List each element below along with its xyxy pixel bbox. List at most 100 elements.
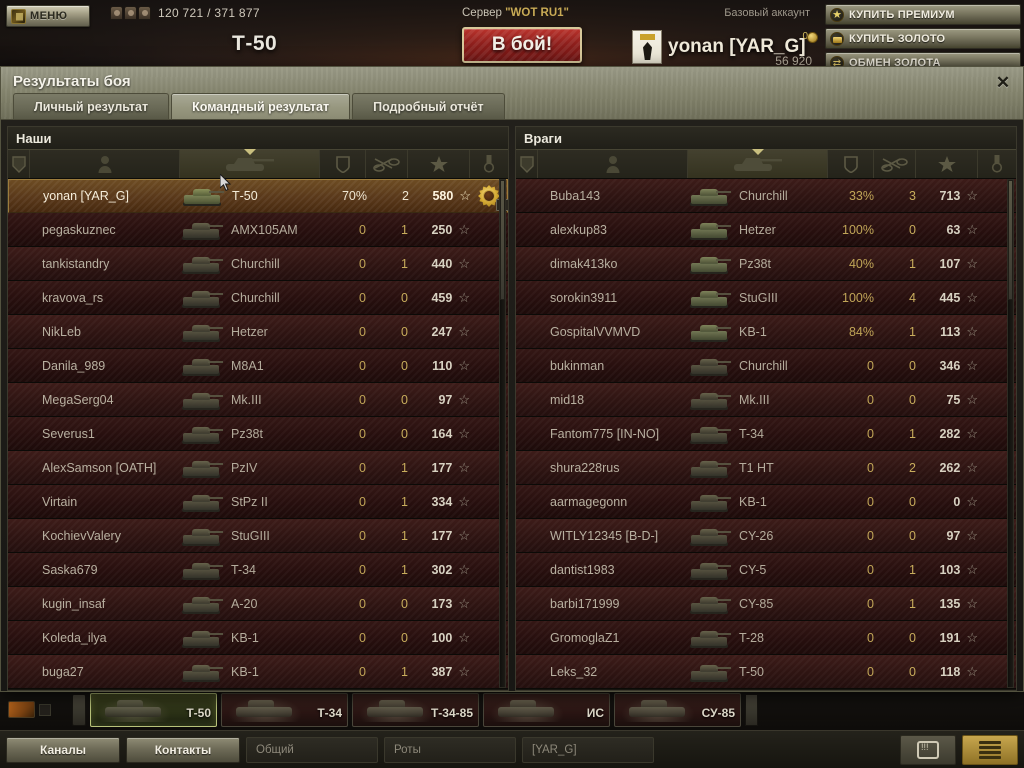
table-row[interactable]: GospitalVVMVD KB-1 84% 1 113 ☆ <box>516 315 1016 349</box>
row-kills-value: 4 <box>909 290 916 305</box>
row-vehicle-name: T-50 <box>739 664 765 679</box>
column-header-player[interactable] <box>538 150 688 178</box>
table-row[interactable]: NikLeb Hetzer 0 0 247 ☆ <box>8 315 508 349</box>
table-row[interactable]: Buba143 Churchill 33% 3 713 ☆ <box>516 179 1016 213</box>
column-header-player[interactable] <box>30 150 180 178</box>
server-label: Сервер "WOT RU1" <box>462 7 569 19</box>
channels-button[interactable]: Каналы <box>6 736 120 763</box>
table-row[interactable]: sorokin3911 StuGIII 100% 4 445 ☆ <box>516 281 1016 315</box>
table-row[interactable]: bukinman Churchill 0 0 346 ☆ <box>516 349 1016 383</box>
allies-column-headers <box>8 149 508 179</box>
row-rank-cell <box>516 553 538 586</box>
table-row[interactable]: barbi171999 CY-85 0 1 135 ☆ <box>516 587 1016 621</box>
column-header-kills[interactable] <box>366 150 408 178</box>
battle-button[interactable]: В бой! <box>462 27 582 63</box>
table-row[interactable]: tankistandry Churchill 0 1 440 ☆ <box>8 247 508 281</box>
table-row[interactable]: shura228rus T1 HT 0 2 262 ☆ <box>516 451 1016 485</box>
table-row[interactable]: kravova_rs Churchill 0 0 459 ☆ <box>8 281 508 315</box>
carousel-tank-card[interactable]: Т-34 <box>221 692 348 727</box>
column-header-vehicle[interactable] <box>688 149 828 178</box>
row-vehicle-name: Mk.III <box>739 392 770 407</box>
menu-button[interactable]: МЕНЮ <box>6 5 90 27</box>
allies-scrollbar[interactable] <box>499 179 506 688</box>
carousel-scroll-left[interactable] <box>72 693 86 726</box>
column-header-experience[interactable] <box>916 150 978 178</box>
column-header-kills[interactable] <box>874 150 916 178</box>
table-row[interactable]: Saska679 T-34 0 1 302 ☆ <box>8 553 508 587</box>
table-row[interactable]: kugin_insaf A-20 0 0 173 ☆ <box>8 587 508 621</box>
tank-silhouette-icon <box>180 660 224 684</box>
table-row[interactable]: GromoglaZ1 T-28 0 0 191 ☆ <box>516 621 1016 655</box>
column-header-rank[interactable] <box>8 150 30 178</box>
table-row[interactable]: Fantom775 [IN-NO] T-34 0 1 282 ☆ <box>516 417 1016 451</box>
chat-tab-general[interactable]: Общий <box>246 736 378 763</box>
table-row[interactable]: dantist1983 CY-5 0 1 103 ☆ <box>516 553 1016 587</box>
row-rank-cell <box>8 349 30 382</box>
close-icon[interactable]: ✕ <box>995 73 1011 92</box>
tab-team-result[interactable]: Командный результат <box>171 93 351 119</box>
row-player-name: barbi171999 <box>550 596 620 611</box>
column-header-medals[interactable] <box>978 150 1016 178</box>
table-row[interactable]: WITLY12345 [B-D-] CY-26 0 0 97 ☆ <box>516 519 1016 553</box>
column-header-medals[interactable] <box>470 150 508 178</box>
row-survived-value: 0 <box>867 630 874 645</box>
carousel-tank-card[interactable]: ИС <box>483 692 610 727</box>
column-header-survived[interactable] <box>828 150 874 178</box>
tab-personal-result[interactable]: Личный результат <box>13 93 170 119</box>
row-rank-cell <box>8 417 30 450</box>
column-header-rank[interactable] <box>516 150 538 178</box>
table-row[interactable]: Virtain StPz II 0 1 334 ☆ <box>8 485 508 519</box>
player-name: yonan [YAR_G] <box>668 36 806 57</box>
row-vehicle-cell: A-20 <box>180 587 320 620</box>
row-player-name: Fantom775 [IN-NO] <box>550 426 660 441</box>
table-row[interactable]: yonan [YAR_G] Т-50 70% 2 580 ☆ 2 <box>8 179 508 213</box>
contacts-button[interactable]: Контакты <box>126 736 240 763</box>
table-row[interactable]: aarmagegonn KB-1 0 0 0 ☆ <box>516 485 1016 519</box>
column-header-vehicle[interactable] <box>180 149 320 178</box>
row-survived-value: 0 <box>359 256 366 271</box>
row-survived-value: 0 <box>867 460 874 475</box>
table-row[interactable]: Koleda_ilya KB-1 0 0 100 ☆ <box>8 621 508 655</box>
tab-detailed-report[interactable]: Подробный отчёт <box>352 93 505 119</box>
table-row[interactable]: buga27 KB-1 0 1 387 ☆ <box>8 655 508 689</box>
enemies-scrollbar-thumb[interactable] <box>1008 180 1013 300</box>
carousel-tank-card[interactable]: Т-50 <box>90 692 217 727</box>
carousel-tank-card[interactable]: Т-34-85 <box>352 692 479 727</box>
row-survived-value: 40% <box>848 256 874 271</box>
buy-gold-button[interactable]: КУПИТЬ ЗОЛОТО <box>825 28 1021 49</box>
row-rank-cell <box>8 485 30 518</box>
channels-label: Каналы <box>40 742 86 757</box>
carousel-tank-name: Т-34 <box>317 705 342 720</box>
row-vehicle-name: T-34 <box>231 562 257 577</box>
column-header-experience[interactable] <box>408 150 470 178</box>
carousel-tank-card[interactable]: СУ-85 <box>614 692 741 727</box>
table-row[interactable]: MegaSerg04 Mk.III 0 0 97 ☆ <box>8 383 508 417</box>
row-experience-value: 247 <box>431 324 453 339</box>
enemies-scrollbar[interactable] <box>1007 179 1014 688</box>
shop-button-group: КУПИТЬ ПРЕМИУМ КУПИТЬ ЗОЛОТО ОБМЕН ЗОЛОТ… <box>825 4 1021 76</box>
buy-premium-button[interactable]: КУПИТЬ ПРЕМИУМ <box>825 4 1021 25</box>
table-row[interactable]: Danila_989 M8A1 0 0 110 ☆ <box>8 349 508 383</box>
chat-tab-companies[interactable]: Роты <box>384 736 516 763</box>
tank-silhouette-icon <box>180 456 224 480</box>
star-icon: ☆ <box>458 289 470 305</box>
player-info[interactable]: yonan [YAR_G] <box>632 30 806 64</box>
carousel-scroll-right[interactable] <box>745 693 758 726</box>
column-header-survived[interactable] <box>320 150 366 178</box>
chat-tab-clan[interactable]: [YAR_G] <box>522 736 654 763</box>
table-row[interactable]: alexkup83 Hetzer 100% 0 63 ☆ <box>516 213 1016 247</box>
table-row[interactable]: mid18 Mk.III 0 0 75 ☆ <box>516 383 1016 417</box>
table-row[interactable]: KochievValery StuGIII 0 1 177 ☆ <box>8 519 508 553</box>
medal-icon[interactable]: 2 <box>478 185 508 211</box>
chat-message-button[interactable] <box>900 734 956 765</box>
table-row[interactable]: pegaskuznec AMX105AM 0 1 250 ☆ <box>8 213 508 247</box>
table-row[interactable]: Leks_32 T-50 0 0 118 ☆ <box>516 655 1016 689</box>
enemies-title: Враги <box>516 127 1016 149</box>
table-row[interactable]: AlexSamson [OATH] PzIV 0 1 177 ☆ <box>8 451 508 485</box>
table-row[interactable]: dimak413ko Pz38t 40% 1 107 ☆ <box>516 247 1016 281</box>
row-rank-cell <box>516 349 538 382</box>
allies-scrollbar-thumb[interactable] <box>500 180 505 300</box>
table-row[interactable]: Severus1 Pz38t 0 0 164 ☆ <box>8 417 508 451</box>
chat-list-button[interactable] <box>962 734 1018 765</box>
row-survived-value: 0 <box>867 664 874 679</box>
